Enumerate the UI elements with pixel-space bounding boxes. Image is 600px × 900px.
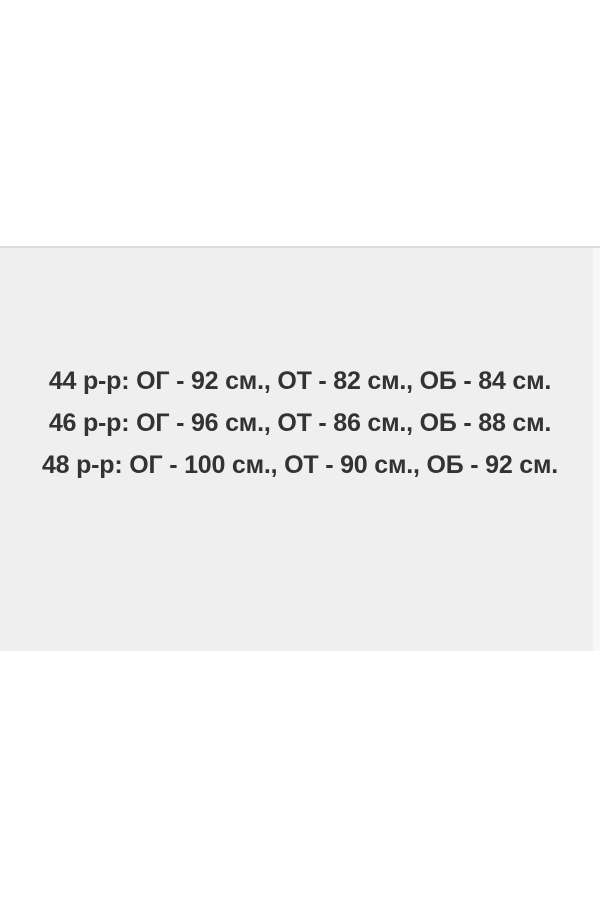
size-row-44: 44 р-р: ОГ - 92 см., ОТ - 82 см., ОБ - 8… <box>48 367 552 395</box>
panel-right-gutter <box>593 248 600 651</box>
top-whitespace <box>0 0 600 246</box>
bottom-whitespace <box>0 651 600 900</box>
size-row-46: 46 р-р: ОГ - 96 см., ОТ - 86 см., ОБ - 8… <box>48 409 552 437</box>
size-chart-panel: 44 р-р: ОГ - 92 см., ОТ - 82 см., ОБ - 8… <box>0 246 600 651</box>
size-row-48: 48 р-р: ОГ - 100 см., ОТ - 90 см., ОБ - … <box>41 451 559 479</box>
